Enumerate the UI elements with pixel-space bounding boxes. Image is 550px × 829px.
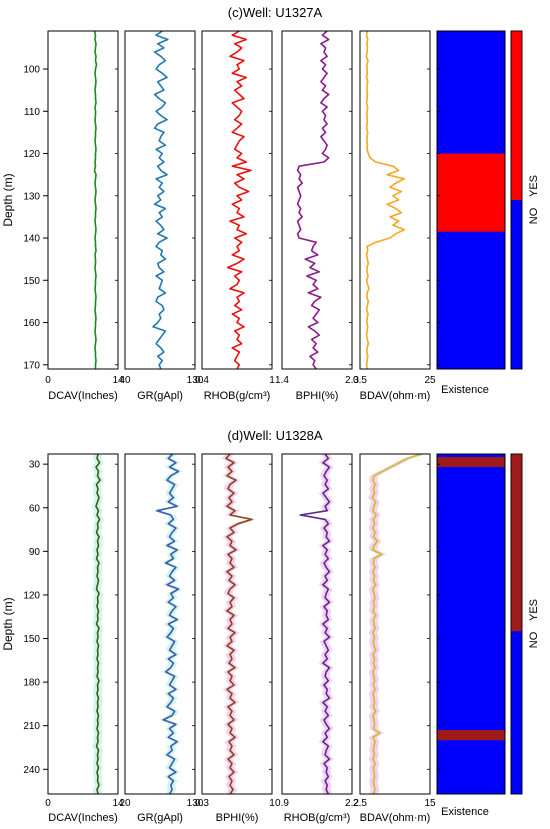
y-tick-label: 90 bbox=[29, 547, 41, 558]
y-axis-label: Depth (m) bbox=[1, 597, 15, 650]
log-curve-bdav bbox=[365, 30, 406, 370]
existence-no-region bbox=[437, 454, 505, 794]
track-frame bbox=[124, 30, 196, 370]
log-curve-dcav bbox=[95, 453, 101, 795]
x-tick-label: 0.5 bbox=[353, 375, 367, 386]
chart-title: (d)Well: U1328A bbox=[227, 428, 322, 443]
existence-label: Existence bbox=[441, 384, 489, 396]
x-axis-label: BPHI(%) bbox=[216, 812, 259, 824]
x-axis-label: DCAV(Inches) bbox=[48, 812, 117, 824]
legend-strip-frame bbox=[510, 30, 523, 370]
y-tick-label: 140 bbox=[23, 234, 40, 245]
legend-no-label: NO bbox=[528, 207, 540, 224]
y-tick-label: 240 bbox=[23, 765, 40, 776]
x-tick-label: 0.3 bbox=[195, 798, 209, 809]
track-shade bbox=[296, 454, 334, 794]
x-tick-label: 1 bbox=[269, 375, 275, 386]
x-tick-label: 0.9 bbox=[275, 798, 289, 809]
y-tick-label: 160 bbox=[23, 318, 40, 329]
y-tick-label: 30 bbox=[29, 460, 41, 471]
existence-yes-region bbox=[437, 456, 505, 468]
x-axis-label: GR(gApl) bbox=[137, 390, 183, 402]
track-frame bbox=[281, 453, 353, 795]
track-frame bbox=[47, 30, 119, 370]
track-frame bbox=[201, 453, 273, 795]
track-shade bbox=[368, 454, 426, 794]
y-tick-label: 130 bbox=[23, 191, 40, 202]
y-tick-label: 150 bbox=[23, 634, 40, 645]
existence-frame bbox=[436, 30, 506, 370]
x-tick-label: 2.5 bbox=[353, 798, 367, 809]
track-frame bbox=[201, 30, 273, 370]
x-tick-label: 0.4 bbox=[195, 375, 209, 386]
track-frame bbox=[47, 453, 119, 795]
chart-title: (c)Well: U1327A bbox=[228, 5, 323, 20]
x-tick-label: 0 bbox=[45, 798, 51, 809]
track-frame bbox=[359, 30, 431, 370]
track-shade bbox=[91, 454, 105, 794]
legend-strip-frame bbox=[510, 453, 523, 795]
x-tick-label: 25 bbox=[424, 375, 436, 386]
track-frame bbox=[281, 30, 353, 370]
x-tick-label: 40 bbox=[119, 375, 131, 386]
track-frame bbox=[124, 453, 196, 795]
x-tick-label: 14 bbox=[112, 375, 124, 386]
x-tick-label: 1 bbox=[269, 798, 275, 809]
x-tick-label: 0 bbox=[45, 375, 51, 386]
y-axis-label: Depth (m) bbox=[1, 173, 15, 226]
x-axis-label: BDAV(ohm·m) bbox=[360, 390, 431, 402]
legend-yes-label: YES bbox=[528, 175, 540, 197]
legend-strip-yes bbox=[511, 31, 522, 200]
x-axis-label: BPHI(%) bbox=[296, 390, 339, 402]
x-tick-label: 20 bbox=[119, 798, 131, 809]
x-tick-label: 15 bbox=[424, 798, 436, 809]
y-tick-label: 210 bbox=[23, 721, 40, 732]
existence-yes-region bbox=[437, 730, 505, 741]
track-frame bbox=[359, 453, 431, 795]
log-curve-gr bbox=[156, 453, 180, 795]
y-tick-label: 100 bbox=[23, 65, 40, 76]
x-tick-label: 2.2 bbox=[345, 798, 359, 809]
log-curve-dcav bbox=[93, 30, 98, 369]
log-curve-gr bbox=[152, 30, 169, 370]
log-curve-bphi bbox=[225, 453, 253, 795]
x-tick-label: 130 bbox=[187, 375, 204, 386]
x-axis-label: BDAV(ohm·m) bbox=[360, 812, 431, 824]
x-tick-label: 130 bbox=[187, 798, 204, 809]
legend-no-label: NO bbox=[528, 631, 540, 648]
x-axis-label: RHOB(g/cm³) bbox=[204, 390, 271, 402]
log-curve-rhob bbox=[299, 453, 331, 795]
y-tick-label: 120 bbox=[23, 149, 40, 160]
y-tick-label: 150 bbox=[23, 276, 40, 287]
x-tick-label: 1.4 bbox=[275, 375, 289, 386]
existence-frame bbox=[436, 453, 506, 795]
y-tick-label: 120 bbox=[23, 590, 40, 601]
existence-yes-region bbox=[437, 153, 505, 232]
y-tick-label: 180 bbox=[23, 678, 40, 689]
y-tick-label: 170 bbox=[23, 360, 40, 371]
log-curve-bdav bbox=[371, 453, 422, 795]
x-tick-label: 2.3 bbox=[345, 375, 359, 386]
track-shade bbox=[221, 454, 257, 794]
y-tick-label: 110 bbox=[24, 107, 40, 118]
x-axis-label: DCAV(Inches) bbox=[48, 390, 117, 402]
legend-yes-label: YES bbox=[528, 599, 540, 621]
log-curve-rhob bbox=[226, 30, 252, 370]
x-tick-label: 14 bbox=[112, 798, 124, 809]
x-axis-label: GR(gApl) bbox=[137, 812, 183, 824]
legend-strip-yes bbox=[511, 454, 522, 632]
y-tick-label: 60 bbox=[29, 503, 41, 514]
existence-label: Existence bbox=[441, 806, 489, 818]
x-axis-label: RHOB(g/cm³) bbox=[284, 812, 351, 824]
log-curve-bphi bbox=[296, 30, 330, 370]
